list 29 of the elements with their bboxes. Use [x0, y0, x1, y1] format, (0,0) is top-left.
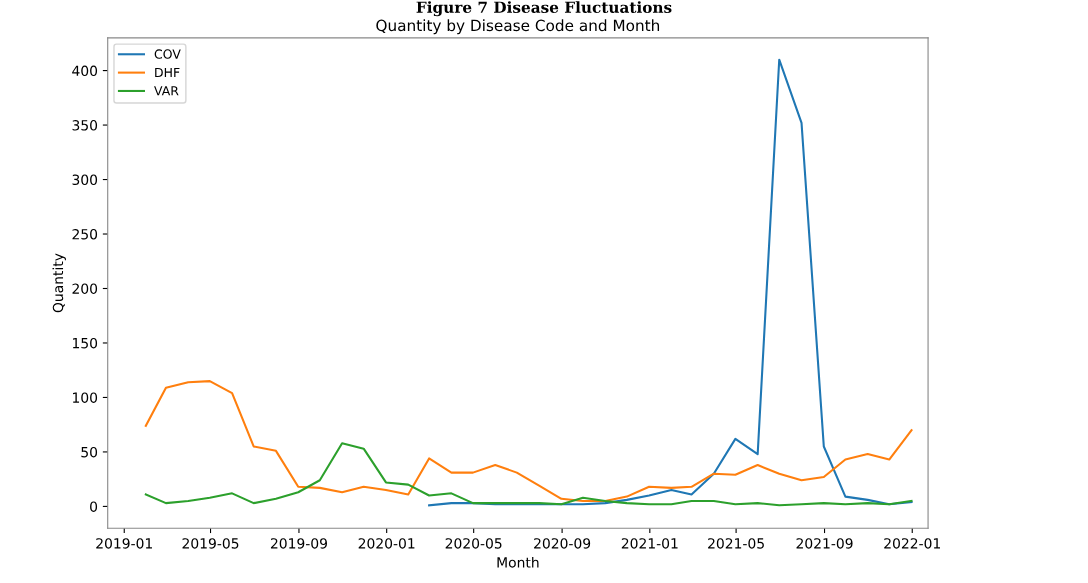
y-tick-label: 200 [72, 283, 98, 294]
caption: Figure 7 Disease Fluctuations [416, 1, 672, 17]
x-tick-label: 2022-01 [884, 538, 940, 549]
line-series [144, 442, 913, 507]
y-tick-label: 400 [72, 65, 98, 77]
y-tick-label: 150 [73, 337, 98, 349]
x-tick-label: 2020-01 [358, 538, 415, 549]
y-tick-label: 250 [72, 228, 98, 240]
x-tick-label: 2021-09 [796, 538, 853, 549]
line-series [144, 380, 913, 502]
y-tick-label: 50 [81, 446, 98, 458]
line-series [428, 58, 913, 507]
legend-label: COV [154, 49, 181, 59]
x-tick-label: 2019-05 [182, 538, 239, 549]
x-axis-title: Month [497, 556, 539, 568]
y-tick-label: 300 [72, 174, 98, 186]
x-tick-label: 2019-09 [270, 538, 327, 549]
legend-label: VAR [154, 86, 179, 96]
y-tick-label: 0 [90, 501, 98, 512]
x-tick-label: 2019-01 [96, 538, 152, 549]
chart-title: Quantity by Disease Code and Month [376, 19, 660, 35]
x-tick-label: 2021-05 [708, 538, 764, 549]
legend-label: DHF [155, 67, 180, 77]
x-tick-label: 2021-01 [621, 538, 678, 549]
x-tick-label: 2020-05 [445, 538, 502, 549]
y-tick-label: 350 [72, 120, 98, 131]
y-axis-title: Quantity [52, 253, 66, 313]
x-tick-label: 2020-09 [534, 538, 591, 549]
y-tick-label: 100 [73, 392, 98, 403]
